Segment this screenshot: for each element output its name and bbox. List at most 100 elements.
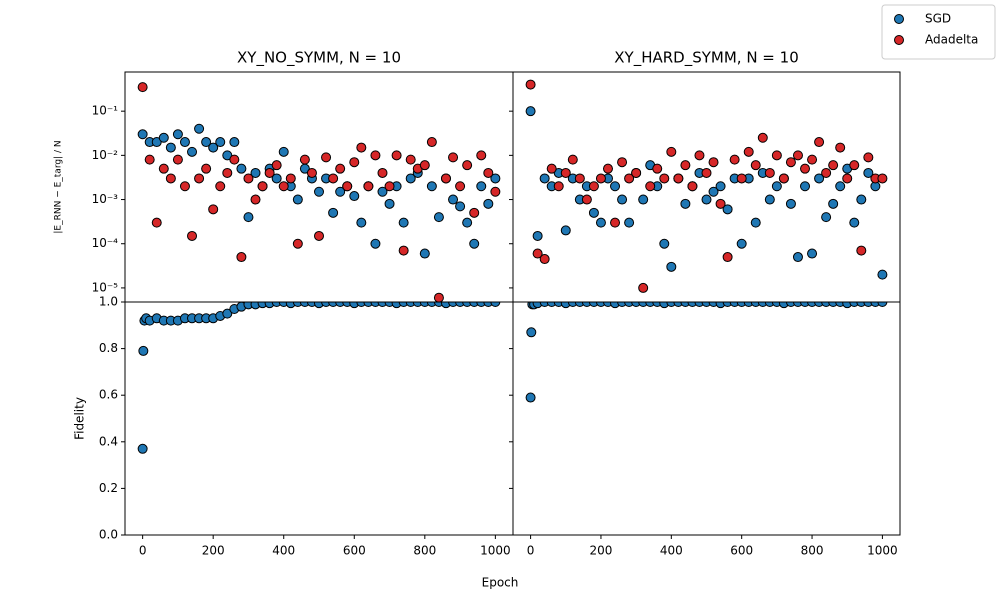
scatter-point [405, 154, 416, 165]
scatter-point [877, 269, 888, 280]
scatter-point [483, 198, 494, 209]
scatter-point [849, 160, 860, 171]
scatter-point [483, 167, 494, 178]
scatter-point [257, 181, 268, 192]
scatter-point [335, 163, 346, 174]
scatter-point [764, 194, 775, 205]
scatter-point [807, 154, 818, 165]
scatter-point [236, 163, 247, 174]
scatter-point [370, 238, 381, 249]
scatter-point [236, 252, 247, 263]
scatter-point [398, 245, 409, 256]
scatter-point [785, 157, 796, 168]
y-tick-label: 0.2 [99, 481, 118, 495]
scatter-point [215, 181, 226, 192]
scatter-point [229, 154, 240, 165]
scatter-point [645, 181, 656, 192]
scatter-point [856, 245, 867, 256]
scatter-point [250, 167, 261, 178]
scatter-point [588, 181, 599, 192]
scatter-point [448, 152, 459, 163]
scatter-point [877, 302, 888, 307]
scatter-point [778, 173, 789, 184]
scatter-point [764, 167, 775, 178]
scatter-point [172, 129, 183, 140]
scatter-point [349, 191, 360, 202]
scatter-point [144, 154, 155, 165]
scatter-point [165, 173, 176, 184]
scatter-point [342, 181, 353, 192]
scatter-point [314, 230, 324, 241]
scatter-point [462, 160, 473, 171]
scatter-point [292, 194, 303, 205]
scatter-point [701, 167, 712, 178]
scatter-point [631, 167, 642, 178]
scatter-point [863, 167, 874, 178]
axes-frame [512, 301, 901, 536]
scatter-point [433, 212, 444, 223]
scatter-point [426, 137, 437, 148]
scatter-point [476, 181, 487, 192]
scatter-point [179, 137, 190, 148]
scatter-point [595, 217, 606, 228]
scatter-point [264, 167, 275, 178]
scatter-point [490, 173, 501, 184]
plot-area [525, 302, 888, 403]
scatter-point [835, 181, 846, 192]
scatter-point [426, 181, 437, 192]
legend-label: SGD [925, 12, 951, 26]
scatter-point [377, 167, 388, 178]
scatter-point [455, 181, 466, 192]
scatter-point [405, 173, 416, 184]
x-tick-label: 600 [730, 544, 753, 558]
scatter-point [469, 207, 480, 218]
scatter-point [271, 160, 282, 171]
scatter-point [151, 217, 162, 228]
scatter-point [835, 142, 846, 153]
x-tick-label: 200 [590, 544, 613, 558]
scatter-point [581, 194, 592, 205]
plot-area [525, 79, 888, 293]
scatter-point [877, 173, 888, 184]
scatter-point [328, 207, 339, 218]
x-tick-label: 0 [139, 544, 147, 558]
scatter-point [539, 173, 550, 184]
scatter-point [814, 173, 825, 184]
scatter-point [722, 252, 733, 263]
legend-marker [894, 14, 904, 24]
scatter-point [743, 146, 754, 157]
scatter-point [433, 292, 444, 302]
x-tick-label: 800 [801, 544, 824, 558]
scatter-point [222, 308, 233, 319]
scatter-point [729, 154, 740, 165]
scatter-point [229, 137, 240, 148]
scatter-point [666, 146, 677, 157]
scatter-point [179, 181, 190, 192]
scatter-point [490, 302, 501, 307]
scatter-point [285, 173, 296, 184]
scatter-point [800, 163, 811, 174]
legend-box [881, 4, 996, 60]
scatter-point [588, 207, 599, 218]
scatter-point [821, 212, 832, 223]
scatter-point [440, 173, 451, 184]
scatter-point [137, 443, 148, 454]
x-tick-label: 400 [272, 544, 295, 558]
scatter-point [715, 198, 726, 209]
scatter-point [595, 173, 606, 184]
scatter-point [849, 217, 860, 228]
scatter-point [356, 142, 367, 153]
scatter-point [652, 163, 663, 174]
scatter-point [278, 181, 289, 192]
scatter-point [701, 194, 712, 205]
scatter-point [792, 252, 803, 263]
scatter-point [602, 163, 613, 174]
x-tick-label: 1000 [867, 544, 898, 558]
scatter-point [525, 392, 536, 403]
scatter-point [243, 173, 254, 184]
scatter-point [842, 173, 853, 184]
scatter-point [736, 173, 747, 184]
legend-label: Adadelta [925, 33, 978, 47]
